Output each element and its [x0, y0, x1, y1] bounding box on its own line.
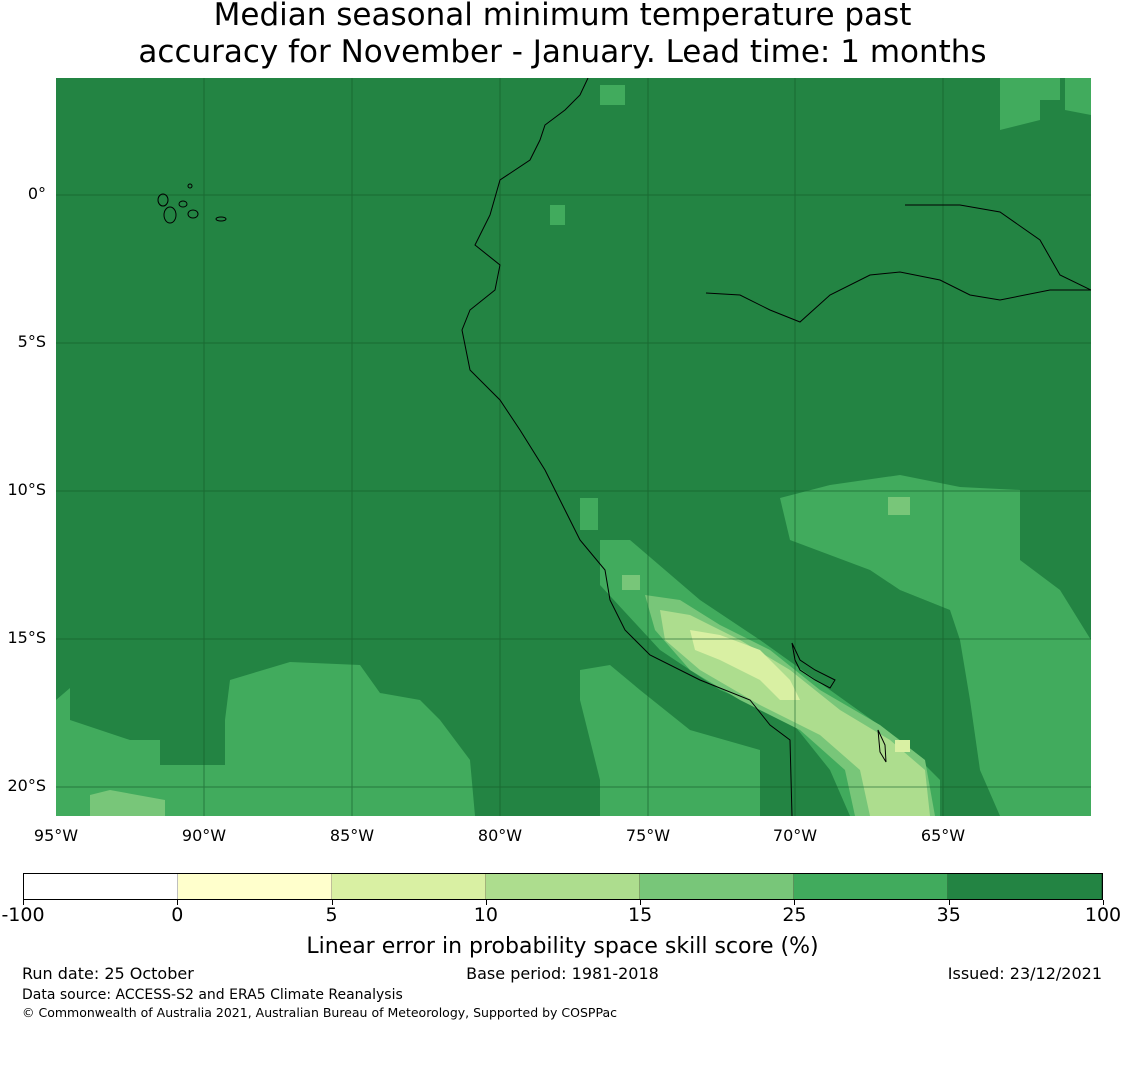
- skill-score-map: [56, 78, 1091, 816]
- colorbar-segment: [24, 874, 178, 899]
- title-line-1: Median seasonal minimum temperature past: [213, 0, 912, 33]
- lon-label: 70°W: [772, 826, 818, 845]
- colorbar-tick-label: 5: [325, 904, 338, 926]
- colorbar-tick-label: 100: [1084, 904, 1122, 926]
- lon-label: 65°W: [920, 826, 966, 845]
- skill-5-10-regions: [690, 630, 910, 752]
- colorbar-segment: [640, 874, 794, 899]
- graticule: [56, 78, 1091, 816]
- colorbar-tick-mark: [1103, 900, 1104, 905]
- colorbar-segment: [486, 874, 640, 899]
- colorbar-tick-label: 15: [628, 904, 653, 926]
- lake-poopo: [877, 729, 887, 763]
- colorbar-segment: [332, 874, 486, 899]
- colorbar-segment: [794, 874, 948, 899]
- lon-label: 95°W: [33, 826, 79, 845]
- coastline: [461, 78, 793, 816]
- lat-label: 5°S: [17, 332, 46, 351]
- colorbar-tick-mark: [331, 900, 333, 905]
- lon-label: 75°W: [625, 826, 671, 845]
- colorbar-tick-mark: [794, 900, 796, 905]
- colorbar-tick-mark: [23, 900, 24, 905]
- data-source: Data source: ACCESS-S2 and ERA5 Climate …: [22, 987, 403, 1003]
- colorbar-tick-label: 35: [936, 904, 961, 926]
- copyright: © Commonwealth of Australia 2021, Austra…: [22, 1005, 617, 1020]
- map-background-35-100: [56, 78, 1091, 816]
- colorbar-segment: [948, 874, 1102, 899]
- amazon-river: [705, 271, 1091, 323]
- lon-label: 90°W: [181, 826, 227, 845]
- lon-label: 80°W: [477, 826, 523, 845]
- lon-label: 85°W: [329, 826, 375, 845]
- colorbar-label: Linear error in probability space skill …: [306, 934, 819, 959]
- base-period: Base period: 1981-2018: [466, 964, 659, 983]
- colorbar-segment: [178, 874, 332, 899]
- colorbar-tick-label: 0: [171, 904, 184, 926]
- colorbar-tick-label: 25: [782, 904, 807, 926]
- colorbar: [23, 873, 1103, 900]
- amazon-river: [905, 204, 1091, 291]
- run-date: Run date: 25 October: [22, 964, 194, 983]
- colorbar-tick-mark: [948, 900, 950, 905]
- lat-label: 20°S: [7, 776, 46, 795]
- colorbar-tick-label: -100: [1, 904, 45, 926]
- colorbar-tick-mark: [485, 900, 487, 905]
- lat-label: 15°S: [7, 628, 46, 647]
- lat-label: 0°: [27, 184, 46, 203]
- title-line-2: accuracy for November - January. Lead ti…: [138, 34, 987, 70]
- coastlines: [157, 78, 1091, 816]
- colorbar-tick-label: 10: [473, 904, 498, 926]
- lat-label: 10°S: [7, 480, 46, 499]
- colorbar-tick-mark: [640, 900, 642, 905]
- colorbar-tick-mark: [177, 900, 179, 905]
- issued-date: Issued: 23/12/2021: [947, 964, 1102, 983]
- lake-titicaca: [791, 642, 836, 689]
